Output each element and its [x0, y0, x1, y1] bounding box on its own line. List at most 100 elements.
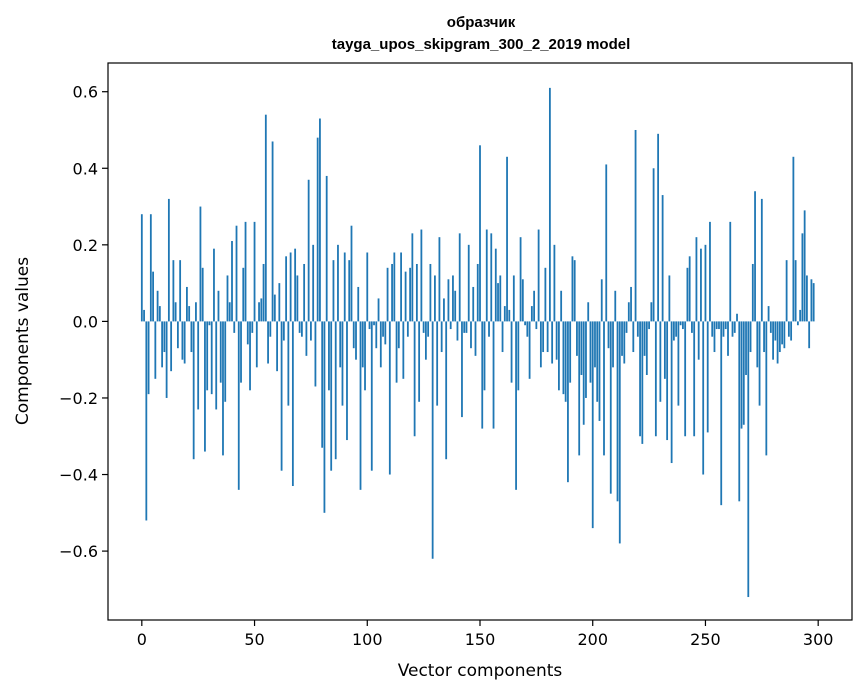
bar-254 [713, 321, 716, 353]
x-axis: 0 50 100 150 200 250 300 [137, 620, 834, 649]
bar-99 [364, 321, 366, 391]
bar-142 [461, 321, 463, 418]
bar-111 [391, 263, 393, 322]
bar-264 [736, 313, 738, 322]
bar-16 [176, 321, 179, 349]
bar-102 [370, 321, 373, 471]
bar-205 [603, 321, 605, 456]
bar-112 [393, 252, 396, 322]
bar-105 [377, 298, 380, 322]
bar-246 [695, 237, 698, 322]
bar-107 [382, 321, 384, 337]
bar-147 [472, 286, 475, 322]
bar-255 [715, 321, 718, 330]
bar-268 [745, 321, 747, 375]
bar-35 [219, 321, 222, 383]
bar-216 [627, 302, 630, 322]
bar-234 [668, 275, 671, 322]
bar-73 [305, 321, 308, 356]
bar-270 [749, 321, 752, 353]
bar-86 [334, 321, 337, 460]
y-tick-label: 0.0 [73, 312, 98, 331]
bar-66 [289, 252, 292, 322]
bar-5 [152, 271, 154, 322]
y-axis: −0.6 −0.4 −0.2 0.0 0.2 0.4 0.6 [59, 83, 108, 561]
bar-182 [551, 321, 554, 364]
bar-61 [278, 283, 281, 322]
bar-202 [596, 321, 599, 402]
bar-69 [296, 275, 299, 322]
bar-113 [395, 321, 398, 383]
bar-277 [765, 321, 768, 456]
bar-204 [600, 279, 603, 322]
bar-120 [411, 233, 414, 322]
bar-296 [808, 321, 811, 349]
bar-57 [269, 321, 272, 337]
bars-group [140, 87, 817, 598]
bar-104 [375, 321, 378, 349]
bar-233 [666, 321, 669, 441]
bar-177 [539, 321, 542, 368]
bar-231 [661, 195, 664, 322]
bar-137 [449, 321, 452, 330]
y-tick-label: 0.2 [73, 236, 98, 255]
bar-284 [781, 321, 784, 345]
bar-294 [803, 210, 806, 322]
bar-83 [328, 321, 330, 391]
bar-178 [542, 321, 545, 353]
bar-218 [632, 321, 635, 353]
bar-274 [758, 321, 761, 406]
bar-12 [167, 198, 170, 322]
bar-8 [158, 306, 161, 322]
bar-22 [190, 321, 193, 353]
bar-64 [285, 256, 288, 322]
bar-52 [258, 302, 260, 322]
bar-188 [564, 321, 567, 402]
bar-148 [474, 321, 477, 356]
bar-262 [731, 321, 734, 337]
bar-118 [406, 321, 409, 337]
bar-175 [535, 321, 538, 330]
bar-116 [402, 321, 405, 379]
bar-98 [361, 321, 364, 368]
bar-237 [675, 321, 678, 337]
bar-63 [282, 321, 285, 341]
x-tick-label: 150 [465, 630, 496, 649]
bar-43 [237, 321, 240, 490]
bar-78 [316, 137, 319, 322]
bar-77 [314, 321, 317, 387]
bar-143 [463, 321, 466, 333]
bar-276 [763, 321, 765, 353]
bar-298 [812, 283, 815, 322]
bar-245 [693, 321, 696, 437]
bar-180 [546, 321, 549, 353]
bar-230 [659, 321, 662, 402]
bar-297 [810, 279, 813, 322]
bar-28 [204, 321, 206, 452]
bar-210 [614, 290, 617, 322]
bar-37 [224, 321, 227, 402]
bar-4 [149, 214, 152, 322]
bar-15 [174, 302, 177, 322]
bar-90 [343, 252, 346, 322]
bar-138 [452, 275, 454, 322]
bar-158 [497, 283, 499, 322]
bar-10 [163, 321, 166, 353]
bar-219 [634, 129, 637, 322]
bar-128 [429, 263, 432, 322]
bar-206 [605, 164, 608, 322]
bar-140 [456, 321, 459, 341]
x-tick-label: 300 [803, 630, 834, 649]
bar-89 [341, 321, 344, 406]
bar-252 [709, 221, 711, 322]
bar-282 [776, 321, 779, 364]
bar-155 [490, 233, 493, 322]
bar-285 [783, 321, 786, 349]
bar-79 [319, 118, 321, 322]
bar-249 [702, 321, 705, 475]
bar-84 [330, 321, 333, 471]
bar-162 [506, 156, 508, 322]
bar-125 [422, 321, 425, 333]
bar-161 [503, 306, 506, 322]
bar-48 [249, 321, 251, 391]
